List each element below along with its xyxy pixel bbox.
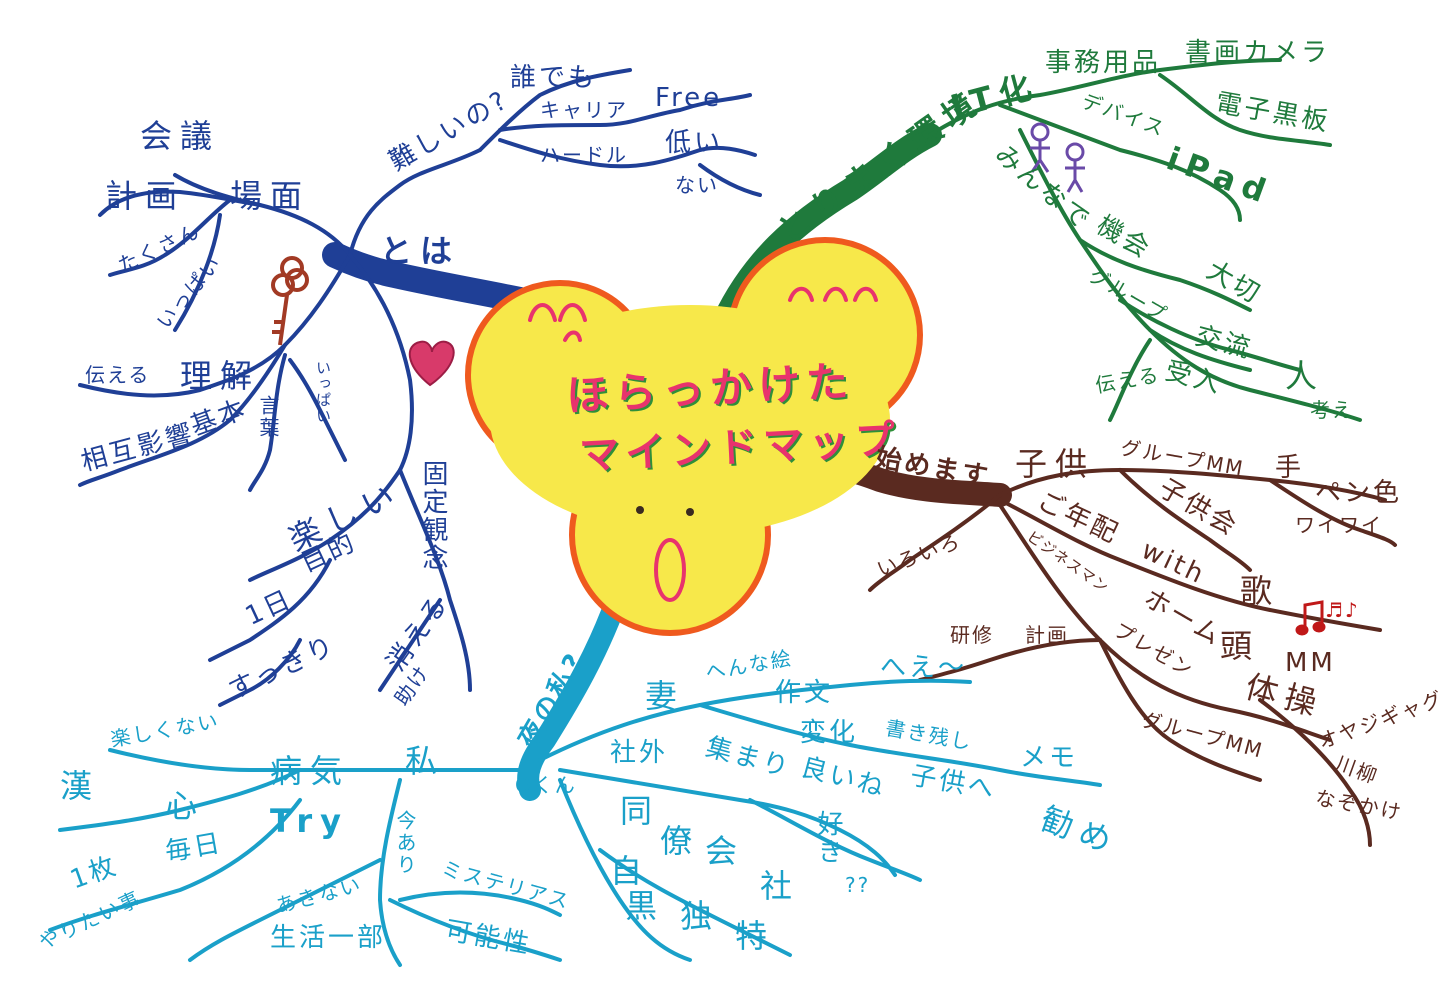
green-office-label: 事務用品	[1045, 48, 1162, 78]
brown-song-label: 歌	[1240, 572, 1281, 610]
brown-child-label: 子供	[1015, 445, 1096, 483]
cyan-kanji-label: 漢	[60, 767, 101, 805]
face-marks	[528, 286, 878, 602]
brown-pen-label: ペン色	[1315, 478, 1403, 508]
cyan-toku-label: 特	[735, 917, 776, 955]
green-book-label: 書画カメラ	[1185, 38, 1331, 68]
cyan-memo-label: メモ	[1020, 743, 1079, 773]
cyan-sha-label: 社	[760, 867, 801, 905]
cyan-essay-label: 作文	[775, 678, 834, 708]
people-icon	[1030, 122, 1085, 193]
cyan-hee-label: へえ〜	[880, 653, 968, 683]
blue-meeting-label: 会議	[140, 117, 221, 155]
cyan-try-label: Try	[270, 802, 349, 840]
cyan-ryou-label: 僚	[660, 822, 701, 860]
cyan-huh-label: ??	[845, 873, 871, 897]
green-person-label: 人	[1285, 357, 1326, 395]
music-note-icon	[1295, 600, 1326, 636]
blue-none-label: ない	[675, 173, 719, 197]
blue-career-label: キャリア	[540, 98, 628, 122]
blue-trunk	[322, 242, 533, 313]
brown-mm-label: MM	[1285, 648, 1336, 678]
cyan-me-label: 私	[405, 742, 446, 780]
blue-understand-label: 理解	[180, 357, 261, 395]
key-icon	[271, 256, 309, 346]
blue-main-label: とは	[380, 232, 461, 270]
blue-anyone-label: 誰でも	[510, 63, 598, 93]
blue-fixed-label: 固定観念	[418, 460, 448, 572]
blue-full2-label: いっぱい	[314, 360, 332, 424]
cyan-dokuzan-label: 独	[680, 897, 721, 935]
cyan-okun-label: Oくん	[515, 773, 577, 797]
blue-scene-label: 場面	[230, 177, 311, 215]
cyan-now-label: 今あり	[393, 810, 417, 876]
face-dots	[636, 506, 694, 516]
cyan-heart-label: 心	[165, 787, 206, 825]
cyan-change-label: 変化	[800, 718, 859, 748]
brown-hand-label: 手	[1275, 453, 1305, 483]
heart-icon	[408, 340, 455, 387]
brown-waiwai-label: ワイワイ	[1295, 513, 1383, 537]
brown-training-label: 研修	[950, 623, 994, 647]
cyan-wife-label: 妻	[645, 677, 686, 715]
blue-convey-label: 伝える	[85, 363, 151, 387]
cyan-ill-label: 病気	[270, 752, 351, 790]
brown-plan-label: 計画	[1025, 623, 1069, 647]
center-blob	[465, 237, 923, 636]
green-branches	[928, 58, 1362, 422]
blue-free-label: Free	[655, 83, 723, 113]
cyan-self-label: 自	[610, 852, 651, 890]
green-think-label: 考え	[1310, 398, 1354, 422]
cyan-like-label: 好き	[813, 810, 843, 866]
cyan-kai-label: 会	[705, 832, 746, 870]
blue-hurdle-label: ハードル	[540, 143, 628, 167]
cyan-life-label: 生活一部	[270, 923, 387, 953]
cyan-ga-label: 黒	[625, 887, 666, 925]
blue-plan-label: 計画	[105, 177, 186, 215]
blue-low-label: 低い	[665, 128, 724, 158]
brown-note-label: ♬♪	[1325, 598, 1360, 622]
brown-head-label: 頭	[1220, 627, 1261, 665]
cyan-company-out-label: 社外	[610, 738, 669, 768]
blue-branches	[78, 68, 762, 707]
cyan-branches	[48, 678, 1102, 967]
cyan-same-label: 同	[620, 792, 661, 830]
blue-word-label: 言葉	[256, 395, 280, 439]
brown-branches	[868, 467, 1397, 847]
